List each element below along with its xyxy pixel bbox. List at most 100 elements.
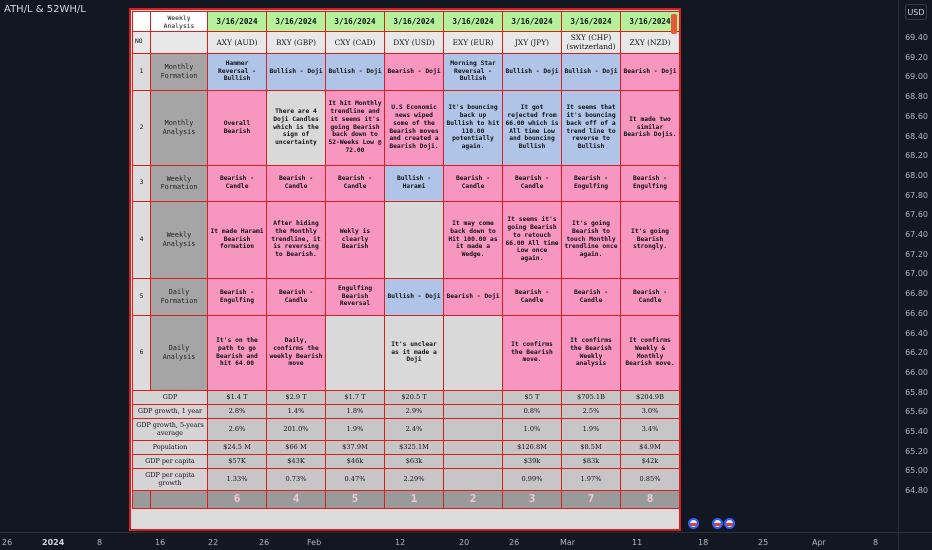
analysis-cell: It seems that it's bouncing back off of …	[561, 89, 621, 166]
price-axis-label: 66.40	[905, 328, 928, 338]
metric-value: 2.5%	[561, 403, 621, 419]
analysis-cell: Bearish - Doji	[620, 52, 680, 91]
analysis-cell: Bearish - Candle	[502, 164, 562, 202]
metric-value: 2.29%	[384, 467, 444, 491]
rank-value: 3	[502, 489, 562, 509]
weekly-analysis-table: Weekly Analysis 3/16/2024 3/16/2024 3/16/20…	[129, 8, 681, 531]
analysis-cell	[325, 314, 385, 391]
analysis-cell: It's unclear as it made a Doji	[384, 314, 444, 391]
date-header: 3/16/2024	[620, 11, 680, 32]
metric-value: $126.8M	[502, 439, 562, 455]
analysis-cell: Overall Bearish	[207, 89, 267, 166]
price-axis-label: 64.80	[905, 486, 928, 496]
us-flag-event-icon[interactable]	[724, 518, 735, 529]
metric-value: $42k	[620, 453, 680, 469]
price-axis-label: 67.80	[905, 190, 928, 200]
metric-value: $1.4 T	[207, 389, 267, 405]
analysis-cell: Bearish - Doji	[443, 277, 503, 316]
date-header: 3/16/2024	[502, 11, 562, 32]
price-axis-label: 69.40	[905, 33, 928, 42]
date-header: 3/16/2024	[443, 11, 503, 32]
label-column-header	[150, 31, 208, 54]
price-axis-label: 68.60	[905, 111, 928, 121]
metric-value: 2.4%	[384, 417, 444, 441]
date-header: 3/16/2024	[561, 11, 621, 32]
analysis-cell: Bearish - Engulfing	[207, 277, 267, 316]
analysis-cell: U.S Economic news wiped some of the Bear…	[384, 89, 444, 166]
row-number: 2	[132, 89, 151, 166]
time-axis-label: 12	[395, 538, 406, 547]
metric-value: $39k	[502, 453, 562, 469]
analysis-cell: Bearish - Engulfing	[620, 164, 680, 202]
time-axis-label: 8	[97, 538, 103, 547]
time-axis-label: 11	[632, 538, 643, 547]
row-number: 6	[132, 314, 151, 391]
time-axis[interactable]: 26 2024 8 16 22 26 Feb 12 20 26 Mar 11 18 25 Apr 8	[0, 532, 898, 550]
analysis-cell: Bullish - Doji	[561, 52, 621, 91]
rank-blank	[132, 489, 151, 509]
price-axis-label: 67.00	[905, 269, 928, 279]
analysis-grid: Weekly Analysis 3/16/2024 3/16/2024 3/16/20…	[132, 11, 680, 509]
metric-value: $5 T	[502, 389, 562, 405]
metric-value: $46k	[325, 453, 385, 469]
metric-value: 1.97%	[561, 467, 621, 491]
analysis-cell: It got rejected from 66.00 which is All …	[502, 89, 562, 166]
metric-label: Population	[132, 439, 208, 455]
analysis-cell: Bearish - Candle	[502, 277, 562, 316]
price-axis-label: 66.80	[905, 289, 928, 299]
analysis-cell: Bearish - Candle	[620, 277, 680, 316]
metric-value	[443, 439, 503, 455]
metric-value: 0.8%	[502, 403, 562, 419]
time-axis-label: Mar	[560, 538, 576, 547]
analysis-cell: Engulfing Bearish Reversal	[325, 277, 385, 316]
metric-label: GDP per capita	[132, 453, 208, 469]
analysis-cell: Bullish - Harami	[384, 164, 444, 202]
metric-value	[443, 467, 503, 491]
metric-value	[443, 417, 503, 441]
analysis-cell: Bearish - Candle	[266, 277, 326, 316]
date-header: 3/16/2024	[325, 11, 385, 32]
table-scrollbar[interactable]	[671, 14, 677, 34]
metric-value: 2.9%	[384, 403, 444, 419]
metric-value: $43K	[266, 453, 326, 469]
currency-badge[interactable]: USD	[905, 4, 927, 20]
currency-index-header: CXY (CAD)	[325, 31, 385, 54]
time-axis-label: 2024	[42, 538, 65, 547]
chart-indicator-title[interactable]: ATH/L & 52WH/L	[4, 4, 86, 15]
us-flag-event-icon[interactable]	[688, 518, 699, 529]
metric-value: 2.6%	[207, 417, 267, 441]
metric-value: 1.4%	[266, 403, 326, 419]
time-axis-label: Apr	[812, 538, 826, 547]
currency-index-header: ZXY (NZD)	[620, 31, 680, 54]
rank-value: 4	[266, 489, 326, 509]
price-axis-label: 65.00	[905, 466, 928, 476]
metric-value	[443, 403, 503, 419]
row-number: 1	[132, 52, 151, 91]
metric-value	[443, 389, 503, 405]
analysis-cell: It's on the path to go Bearish and hit 6…	[207, 314, 267, 391]
metric-label: GDP per capita growth	[132, 467, 208, 491]
analysis-cell: It confirms the Bearish move.	[502, 314, 562, 391]
price-axis-label: 65.60	[905, 407, 928, 417]
price-axis-label: 69.00	[905, 72, 928, 82]
rank-value: 6	[207, 489, 267, 509]
metric-value: $20.5 T	[384, 389, 444, 405]
rank-value: 2	[443, 489, 503, 509]
metric-value: 2.8%	[207, 403, 267, 419]
us-flag-event-icon[interactable]	[712, 518, 723, 529]
price-axis-label: 66.00	[905, 367, 928, 377]
price-axis[interactable]: 69.40 69.20 69.00 68.80 68.60 68.40 68.20 68.00…	[898, 0, 932, 532]
price-axis-label: 68.00	[905, 170, 928, 180]
currency-index-header: DXY (USD)	[384, 31, 444, 54]
analysis-cell: Bearish - Candle	[207, 164, 267, 202]
metric-value: 1.0%	[502, 417, 562, 441]
analysis-cell: Hammer Reversal - Bullish	[207, 52, 267, 91]
price-axis-label: 68.80	[905, 92, 928, 102]
metric-value: $37.9M	[325, 439, 385, 455]
metric-value: $2.9 T	[266, 389, 326, 405]
metric-value: 0.99%	[502, 467, 562, 491]
row-label: Weekly Analysis	[150, 200, 208, 279]
analysis-cell: It confirms Weekly & Monthly Bearish mov…	[620, 314, 680, 391]
date-header: 3/16/2024	[384, 11, 444, 32]
metric-value: 1.9%	[561, 417, 621, 441]
